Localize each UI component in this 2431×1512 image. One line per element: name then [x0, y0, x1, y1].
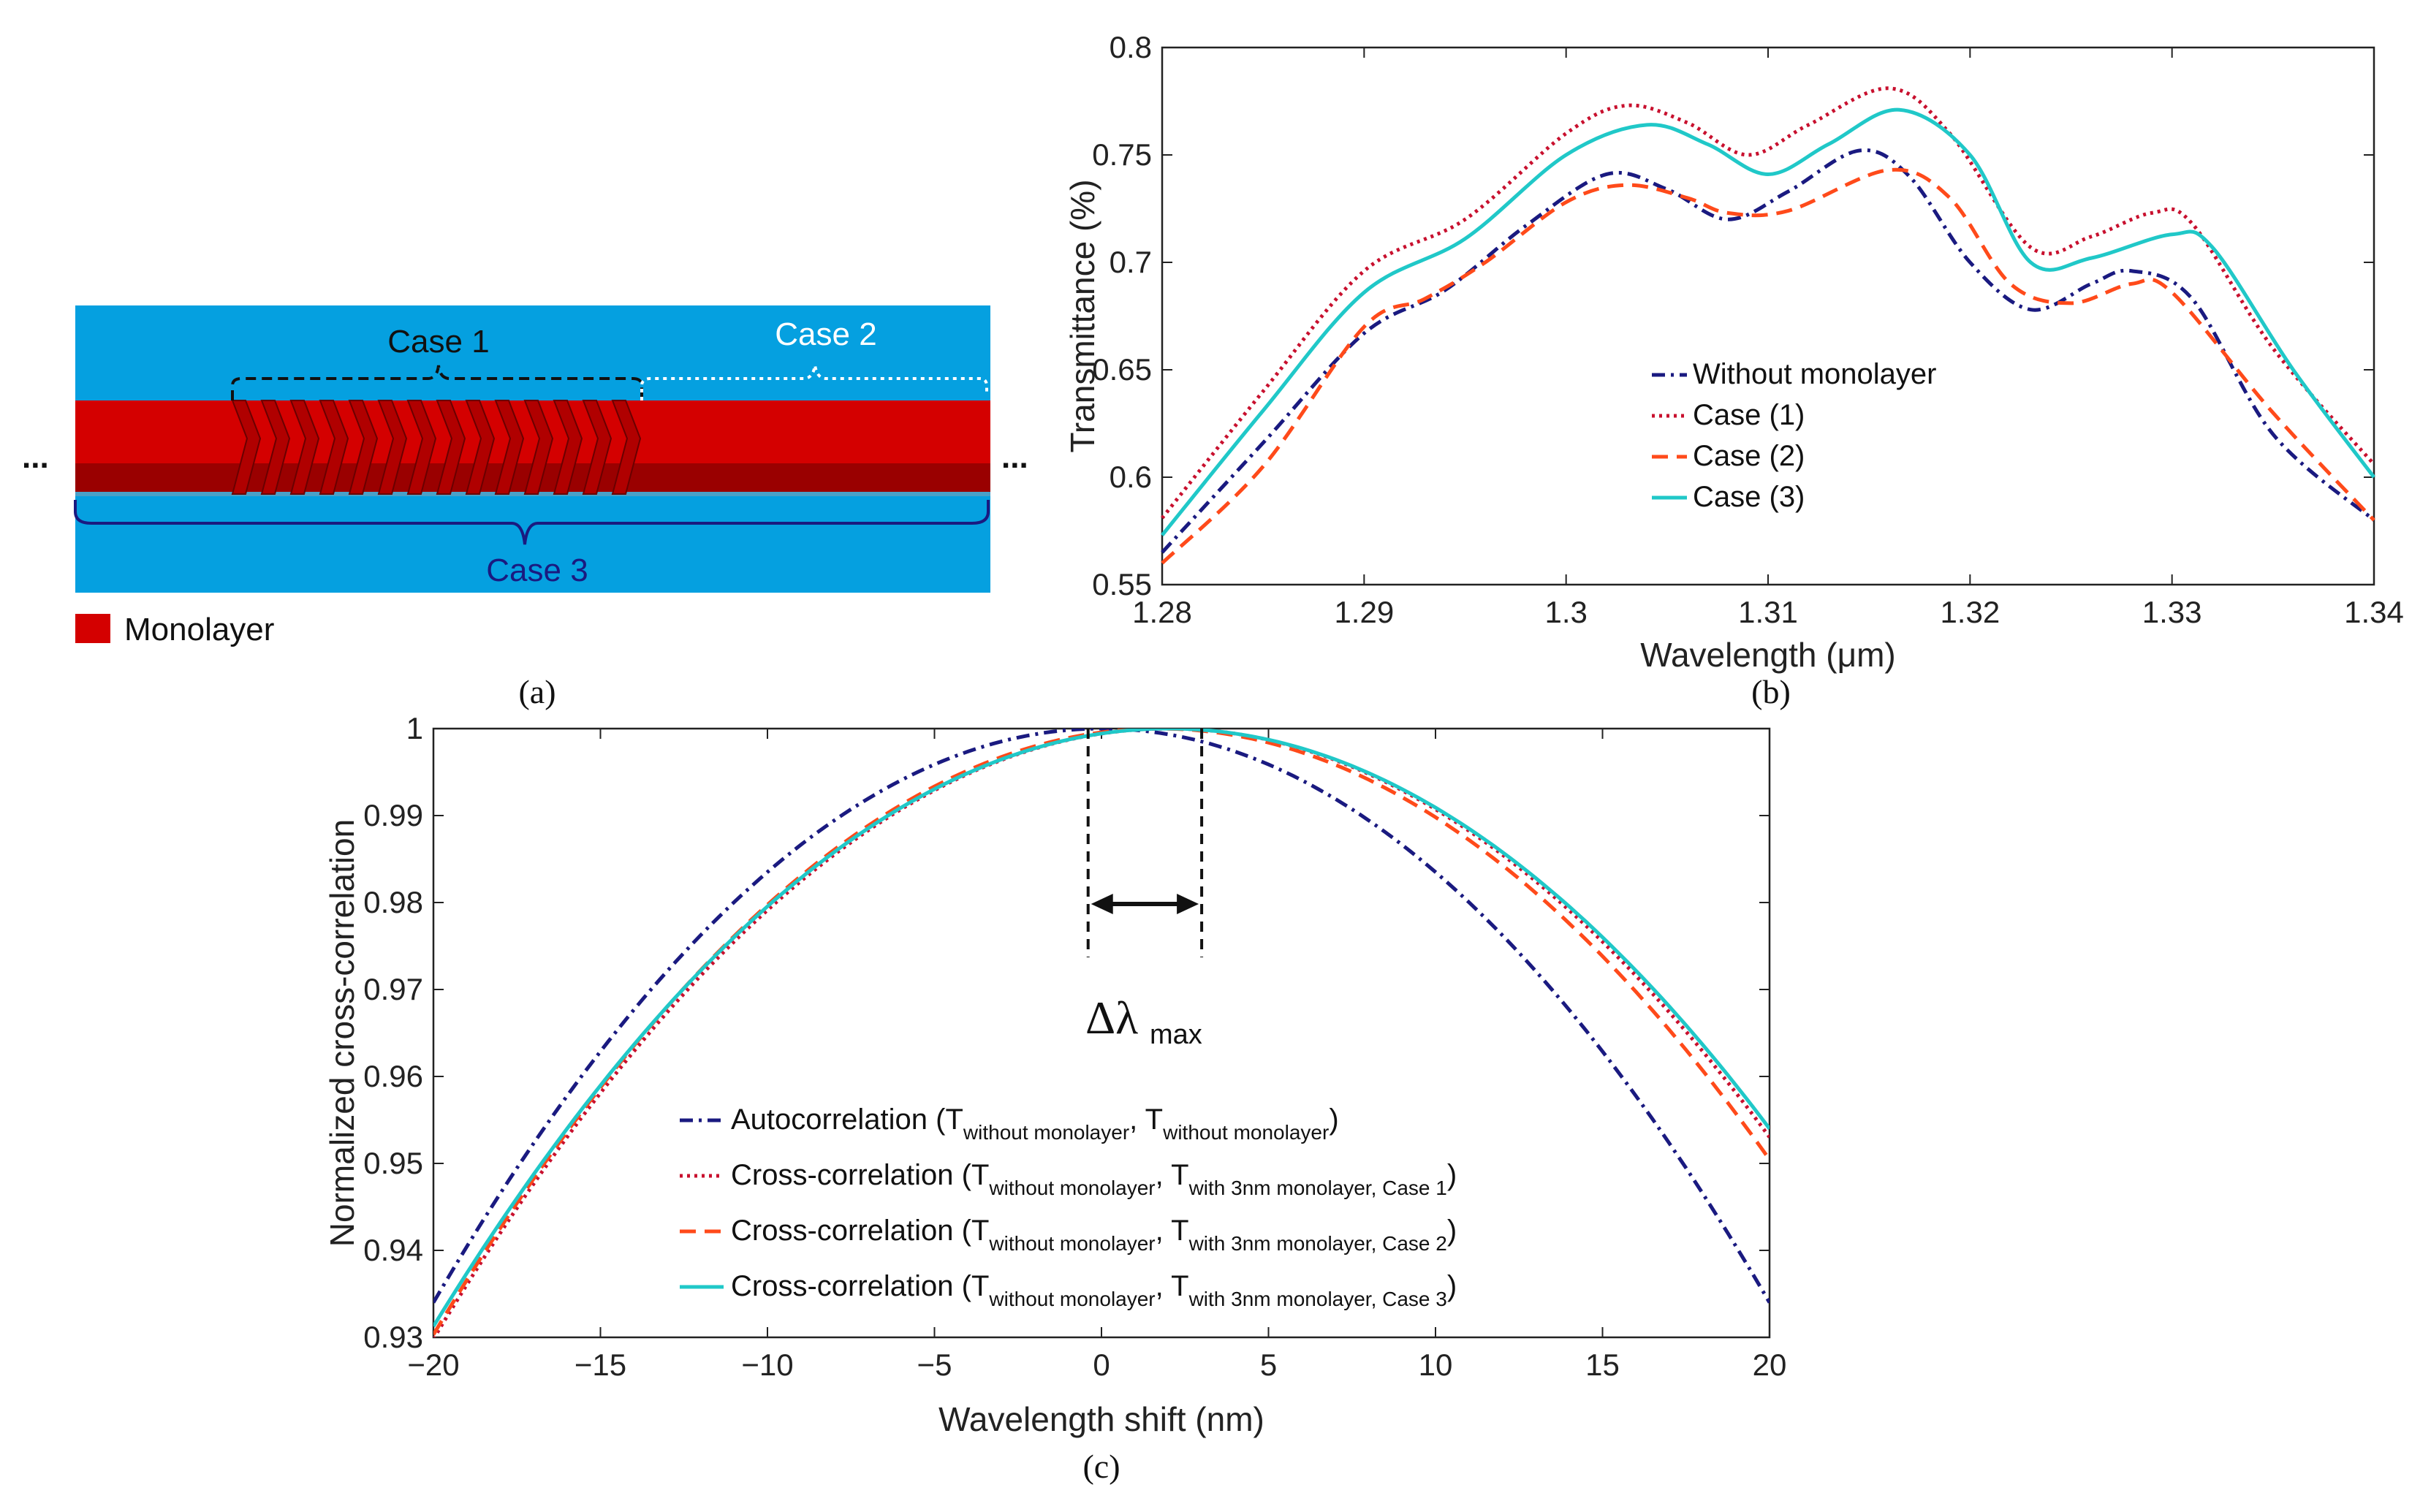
- y-tick-label: 0.6: [1110, 460, 1152, 494]
- series-line-2: [1161, 86, 2375, 520]
- legend-entry: Cross-correlation (Twithout monolayer, T…: [731, 1215, 1457, 1255]
- series-line-1: [1161, 148, 2375, 554]
- series-line-3: [1161, 167, 2375, 565]
- x-tick-label: 10: [1419, 1348, 1453, 1382]
- chart-b-x-axis-label: Wavelength (μm): [1640, 636, 1895, 674]
- annotation-arrowhead-right: [1177, 894, 1199, 914]
- legend-entry: Autocorrelation (Twithout monolayer, Twi…: [731, 1103, 1339, 1144]
- legend-entry: Cross-correlation (Twithout monolayer, T…: [731, 1270, 1457, 1310]
- x-tick-label: 5: [1260, 1348, 1277, 1382]
- chart-c-legend: Autocorrelation (Twithout monolayer, Twi…: [680, 1103, 1457, 1310]
- chart-c-y-axis-label: Normalized cross-correlation: [323, 819, 361, 1247]
- series-line-4: [1161, 107, 2375, 536]
- grating-tooth: [611, 400, 642, 495]
- legend-entry: Case (1): [1693, 399, 1805, 431]
- x-tick-label: −10: [741, 1348, 793, 1382]
- legend-entry: Case (2): [1693, 440, 1805, 472]
- monolayer-legend-swatch: [75, 614, 110, 643]
- x-tick-label: −5: [917, 1348, 952, 1382]
- case2-label: Case 2: [775, 316, 876, 352]
- annotation-arrowhead-left: [1091, 894, 1113, 914]
- y-tick-label: 0.65: [1092, 352, 1152, 387]
- x-tick-label: −20: [407, 1348, 459, 1382]
- chart-b-y-axis-label: Transmittance (%): [1063, 179, 1101, 452]
- x-tick-label: 20: [1753, 1348, 1787, 1382]
- chart-c-x-axis-label: Wavelength shift (nm): [938, 1400, 1264, 1438]
- grating-tooth: [465, 400, 496, 495]
- ellipsis-right: ...: [1001, 439, 1028, 475]
- x-tick-label: 1.3: [1544, 595, 1587, 629]
- grating-tooth: [260, 400, 291, 495]
- y-tick-label: 0.55: [1092, 567, 1152, 601]
- x-tick-label: 1.29: [1334, 595, 1394, 629]
- grating-tooth: [436, 400, 466, 495]
- y-tick-label: 0.94: [363, 1233, 423, 1267]
- case1-brace: [231, 365, 643, 400]
- x-tick-label: −15: [574, 1348, 626, 1382]
- grating-teeth: [231, 400, 642, 495]
- panel-a-label: (a): [518, 673, 555, 710]
- x-tick-label: 1.32: [1940, 595, 2000, 629]
- transmittance-chart: 1.28 1.29 1.3 1.31 1.32 1.33 1.34 0.55 0.6 0.65 0.…: [1063, 30, 2404, 710]
- panel-b-label: (b): [1751, 673, 1791, 710]
- grating-tooth: [319, 400, 349, 495]
- legend-entry: Cross-correlation (Twithout monolayer, T…: [731, 1159, 1457, 1199]
- grating-tooth: [377, 400, 408, 495]
- grating-tooth: [494, 400, 525, 495]
- grating-tooth: [289, 400, 320, 495]
- grating-tooth: [523, 400, 554, 495]
- y-tick-label: 0.75: [1092, 137, 1152, 172]
- y-tick-label: 0.98: [363, 885, 423, 919]
- y-tick-label: 0.99: [363, 798, 423, 832]
- annotation-subscript: max: [1150, 1019, 1202, 1050]
- panel-c-label: (c): [1082, 1448, 1120, 1485]
- x-tick-label: 1.31: [1738, 595, 1798, 629]
- chart-b-legend: Without monolayer Case (1) Case (2) Case (3…: [1652, 358, 1936, 513]
- grating-tooth: [582, 400, 613, 495]
- x-tick-label: 15: [1585, 1348, 1620, 1382]
- delta-lambda-annotation: Δλ max: [1085, 729, 1204, 1050]
- legend-entry: Case (3): [1693, 481, 1805, 513]
- schematic-panel-a: Case 1 Case 2 Case 3 ... ... Monolayer (…: [22, 305, 1028, 710]
- case1-label: Case 1: [387, 324, 489, 360]
- case3-brace: [74, 500, 990, 545]
- y-tick-label: 1: [406, 711, 423, 745]
- case3-label: Case 3: [486, 552, 588, 588]
- y-tick-label: 0.7: [1110, 245, 1152, 279]
- grating-tooth: [406, 400, 437, 495]
- y-tick-label: 0.96: [363, 1059, 423, 1093]
- x-tick-label: 1.34: [2344, 595, 2404, 629]
- grating-tooth: [553, 400, 583, 495]
- monolayer-legend-label: Monolayer: [124, 612, 274, 647]
- y-tick-label: 0.97: [363, 972, 423, 1006]
- grating-tooth: [231, 400, 262, 495]
- annotation-label: Δλ: [1085, 992, 1138, 1044]
- y-tick-label: 0.8: [1110, 30, 1152, 64]
- x-tick-label: 1.33: [2142, 595, 2202, 629]
- ellipsis-left: ...: [22, 439, 49, 475]
- y-tick-label: 0.95: [363, 1146, 423, 1180]
- cross-correlation-chart: −20 −15 −10 −5 0 5 10 15 20 0.93 0.94 0.95 0.96 0.97 0…: [323, 711, 1786, 1485]
- series-curve-1: [433, 729, 1770, 1304]
- y-tick-label: 0.93: [363, 1320, 423, 1354]
- grating-tooth: [348, 400, 379, 495]
- series-curve-4: [433, 729, 1770, 1328]
- x-tick-label: 1.28: [1132, 595, 1192, 629]
- x-tick-label: 0: [1093, 1348, 1110, 1382]
- legend-entry: Without monolayer: [1693, 358, 1936, 390]
